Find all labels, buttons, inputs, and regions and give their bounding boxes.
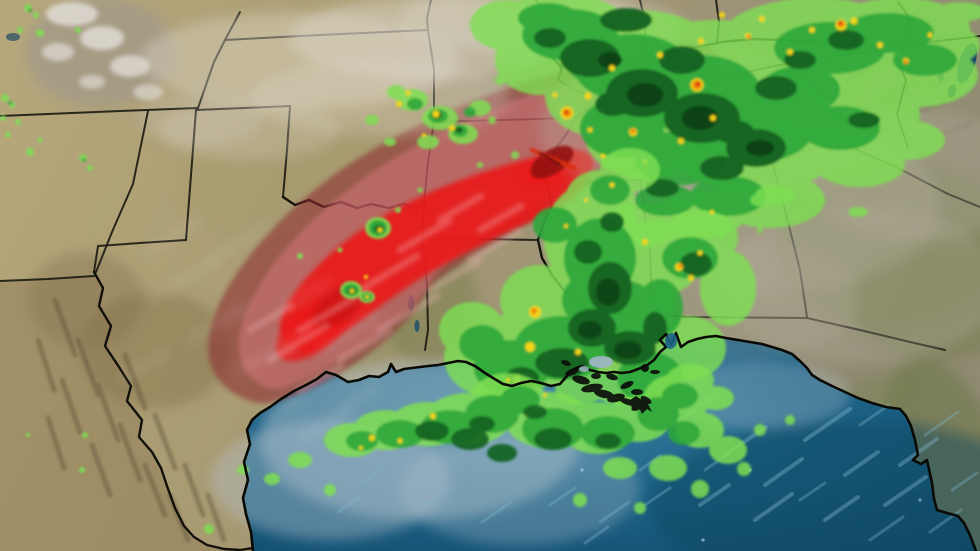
sierra-madre-ridges: [35, 297, 227, 543]
radar-cluster-colorado-specks: [0, 4, 93, 171]
state-border-newmexico-mexico: [0, 275, 95, 282]
mexico-terrain: [0, 272, 253, 551]
radar-cluster-midsouth-mass: [470, 0, 980, 247]
radar-core-dark-red-streak: [530, 145, 574, 179]
rockies-snow: [42, 2, 163, 100]
radar-layer: [0, 0, 980, 534]
radar-cluster-gulf: [204, 364, 795, 534]
mountain-lake: [6, 33, 20, 41]
gulf-coastline: [241, 331, 978, 551]
west-cloud-streaks: [117, 218, 384, 443]
radar-cells-in-risk-zone: [26, 187, 423, 473]
radar-cluster-mississippi-alabama-louisiana: [439, 148, 868, 405]
state-border-colorado-newmexico: [0, 107, 199, 117]
coastline-layer: [241, 331, 978, 551]
radar-cluster-kansas-missouri: [365, 85, 491, 149]
lake-pontchartrain: [589, 356, 613, 368]
rio-grande-border: [92, 270, 255, 551]
mississippi-delta-marsh: [561, 360, 660, 414]
state-border-arizona-newmexico: [95, 110, 149, 273]
mobile-bay: [664, 333, 678, 349]
gulf-wind-streaks: [336, 395, 979, 545]
risk-texture-streaks: [246, 192, 525, 394]
